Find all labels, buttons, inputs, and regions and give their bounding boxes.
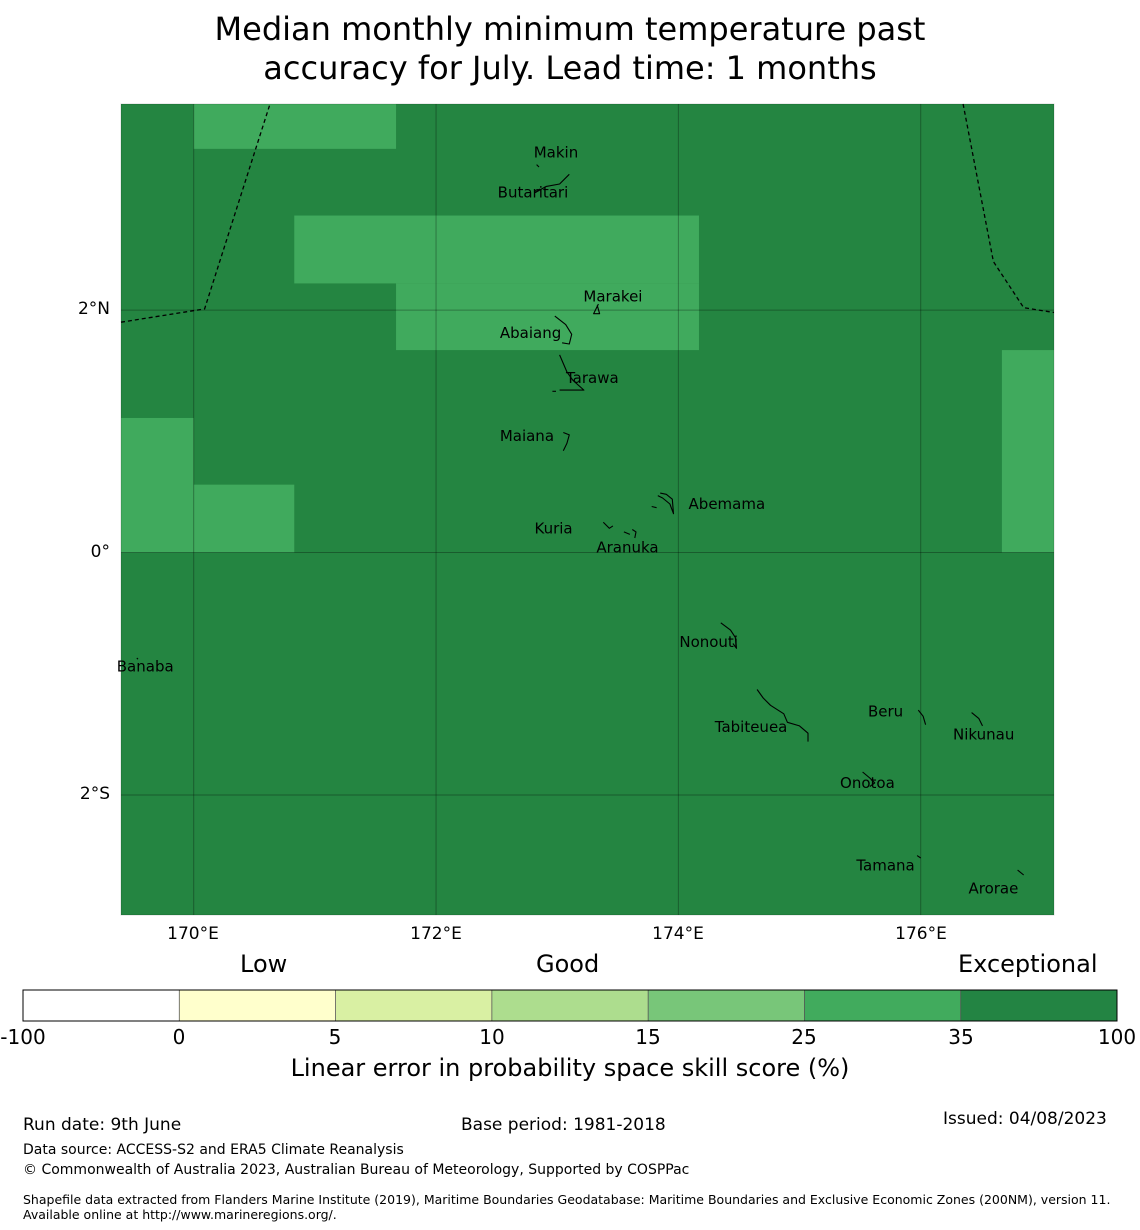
place-label: Marakei bbox=[583, 288, 642, 306]
data-source: Data source: ACCESS-S2 and ERA5 Climate … bbox=[23, 1142, 404, 1158]
title-line-2: accuracy for July. Lead time: 1 months bbox=[263, 49, 877, 87]
place-label: Abemama bbox=[689, 495, 766, 513]
title-line-1: Median monthly minimum temperature past bbox=[214, 10, 926, 48]
place-label: Maiana bbox=[500, 427, 554, 445]
category-low: Low bbox=[240, 950, 288, 978]
colorbar-tick: 25 bbox=[791, 1025, 817, 1049]
place-label: Abaiang bbox=[500, 324, 561, 342]
island-outline bbox=[1017, 869, 1025, 876]
island-outline bbox=[756, 689, 809, 742]
island-outline bbox=[136, 657, 139, 660]
island-outline bbox=[651, 505, 657, 509]
place-label: Arorae bbox=[968, 879, 1018, 897]
place-label: Makin bbox=[534, 143, 579, 161]
lat-tick-2s: 2°S bbox=[79, 784, 110, 804]
island-outline bbox=[917, 709, 927, 725]
island-outline bbox=[562, 431, 570, 451]
colorbar-tick: 35 bbox=[948, 1025, 974, 1049]
island-outline bbox=[971, 712, 983, 727]
colorbar-segment bbox=[491, 990, 649, 1021]
colorbar bbox=[22, 989, 1118, 1022]
lat-tick-2n: 2°N bbox=[77, 299, 110, 319]
skill-cell bbox=[1001, 350, 1054, 553]
island-outline bbox=[554, 315, 573, 345]
map-title: Median monthly minimum temperature past … bbox=[0, 10, 1140, 88]
run-date: Run date: 9th June bbox=[23, 1115, 182, 1135]
map-frame bbox=[120, 103, 1055, 916]
colorbar-tick: 5 bbox=[328, 1025, 342, 1049]
place-label: Kuria bbox=[535, 519, 573, 537]
island-outline bbox=[602, 521, 614, 529]
colorbar-tick: 10 bbox=[479, 1025, 505, 1049]
lon-tick-174e: 174°E bbox=[652, 924, 704, 944]
place-label: Onotoa bbox=[840, 774, 895, 792]
colorbar-segment bbox=[179, 990, 336, 1021]
island-outline bbox=[593, 303, 601, 315]
lon-tick-170e: 170°E bbox=[167, 924, 219, 944]
island-outline bbox=[623, 531, 631, 535]
category-exceptional: Exceptional bbox=[958, 950, 1098, 978]
place-label: Butaritari bbox=[498, 183, 569, 201]
lon-tick-176e: 176°E bbox=[895, 924, 947, 944]
island-outline bbox=[720, 622, 738, 649]
issued-date: Issued: 04/08/2023 bbox=[943, 1109, 1107, 1129]
eez-boundary bbox=[120, 103, 271, 323]
island-outline bbox=[559, 354, 585, 391]
colorbar-segment bbox=[648, 990, 805, 1021]
colorbar-segment bbox=[335, 990, 492, 1021]
island-outline bbox=[534, 173, 570, 194]
category-good: Good bbox=[536, 950, 600, 978]
skill-cell bbox=[193, 104, 397, 149]
eez-boundary bbox=[962, 103, 1055, 314]
island-outline bbox=[862, 771, 876, 787]
colorbar-tick: -100 bbox=[0, 1025, 46, 1049]
lon-tick-172e: 172°E bbox=[410, 924, 462, 944]
place-label: Tabiteuea bbox=[714, 718, 788, 736]
colorbar-tick: 15 bbox=[635, 1025, 661, 1049]
place-label: Aranuka bbox=[596, 539, 658, 557]
skill-cell bbox=[294, 215, 699, 284]
colorbar-frame bbox=[22, 989, 1118, 1022]
island-outline bbox=[916, 855, 922, 859]
place-label: Nonouti bbox=[679, 633, 738, 651]
skill-cell bbox=[193, 484, 295, 553]
island-outline bbox=[632, 529, 637, 539]
place-label: Banaba bbox=[117, 657, 174, 675]
colorbar-tick: 100 bbox=[1097, 1025, 1137, 1049]
island-outline bbox=[657, 492, 675, 515]
shapefile-credit: Shapefile data extracted from Flanders M… bbox=[23, 1192, 1111, 1222]
place-label: Nikunau bbox=[953, 725, 1014, 743]
colorbar-segment bbox=[804, 990, 961, 1021]
place-label: Beru bbox=[868, 702, 903, 720]
skill-cell bbox=[121, 417, 194, 553]
map-plot-area[interactable]: Makin Butaritari Marakei Abaiang Tarawa Maian… bbox=[117, 103, 1055, 916]
skill-cell bbox=[396, 283, 699, 351]
base-period: Base period: 1981-2018 bbox=[461, 1115, 666, 1135]
lat-tick-0: 0° bbox=[90, 542, 110, 562]
place-label: Tamana bbox=[855, 856, 914, 874]
place-label: Tarawa bbox=[565, 369, 619, 387]
colorbar-segment bbox=[960, 990, 1117, 1021]
island-outline bbox=[536, 164, 540, 168]
colorbar-segment bbox=[23, 990, 180, 1021]
colorbar-tick: 0 bbox=[172, 1025, 186, 1049]
copyright: © Commonwealth of Australia 2023, Austra… bbox=[23, 1162, 690, 1178]
colorbar-title: Linear error in probability space skill … bbox=[290, 1054, 850, 1082]
